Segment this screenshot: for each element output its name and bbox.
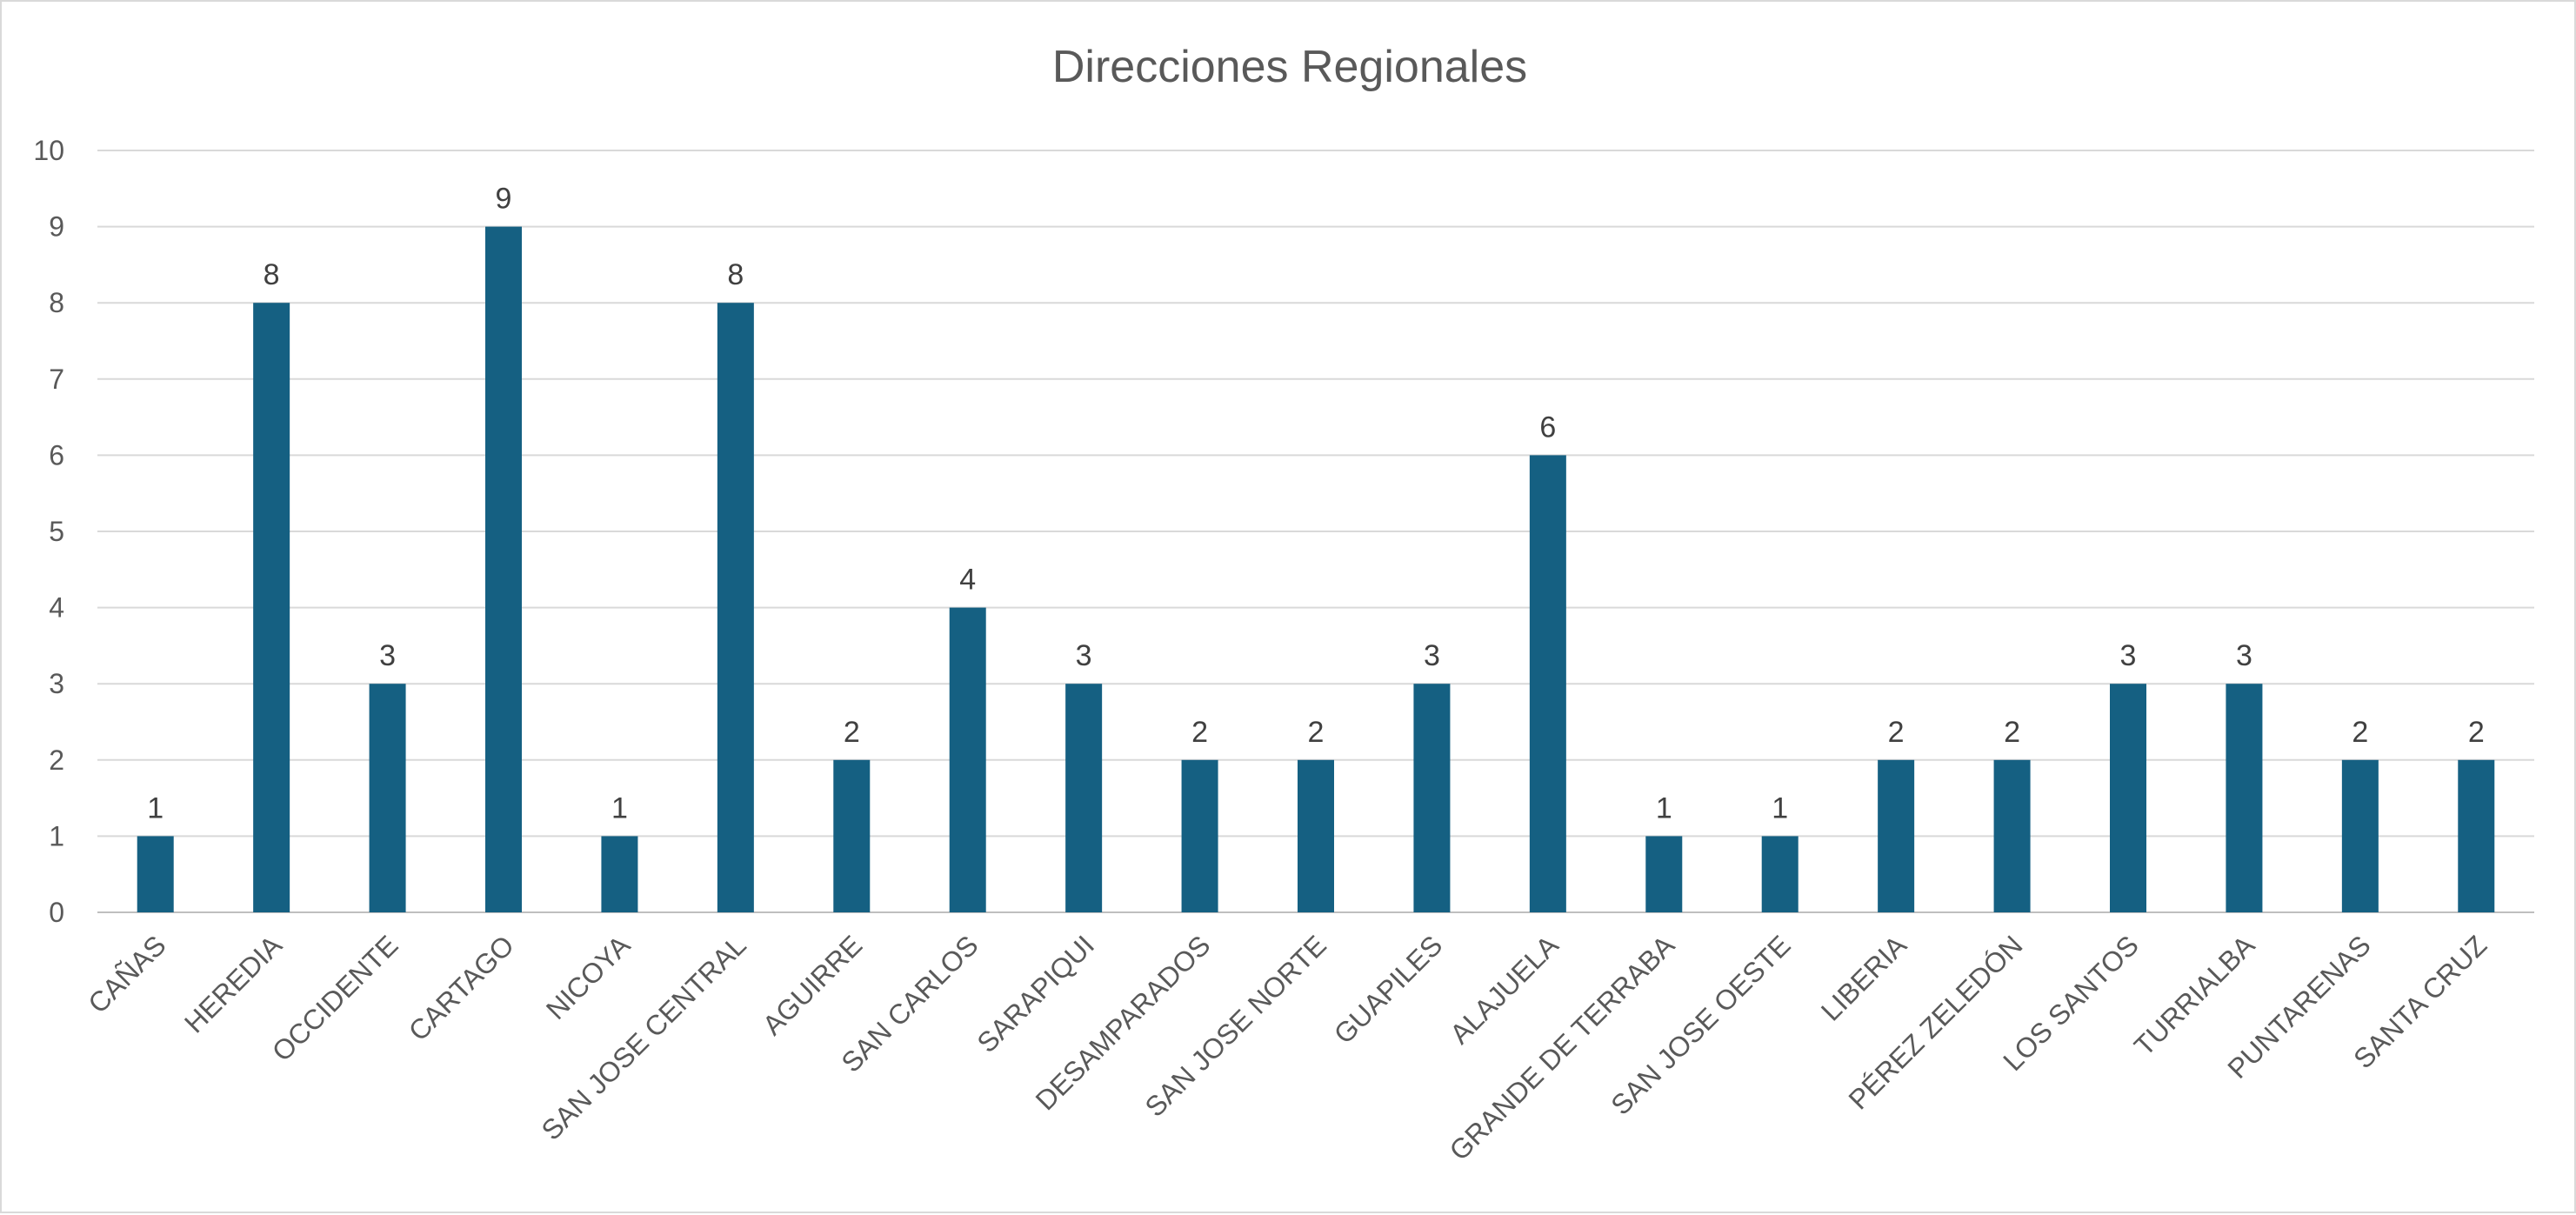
bar — [833, 759, 871, 912]
data-label: 3 — [1424, 639, 1440, 672]
x-tick-label: AGUIRRE — [757, 929, 869, 1041]
data-label: 2 — [844, 716, 860, 749]
data-label: 1 — [1656, 791, 1672, 824]
bar — [1065, 684, 1103, 912]
bar — [1645, 836, 1683, 912]
bar — [2341, 759, 2379, 912]
y-tick-label: 6 — [49, 439, 64, 471]
bar — [2110, 684, 2146, 912]
x-tick-label: GRANDE DE TERRABA — [1444, 929, 1681, 1166]
bar — [949, 607, 986, 912]
data-label: 8 — [727, 258, 744, 291]
data-label: 1 — [611, 791, 628, 824]
x-tick-label: CARTAGO — [403, 929, 520, 1046]
x-tick-label: ALAJUELA — [1444, 929, 1565, 1050]
x-tick-label: CAÑAS — [82, 929, 171, 1018]
data-label: 9 — [496, 183, 512, 216]
x-tick-label: GUAPILES — [1328, 929, 1449, 1050]
bar — [2458, 759, 2495, 912]
data-label: 2 — [1888, 716, 1905, 749]
bar — [485, 226, 522, 913]
data-label: 3 — [379, 639, 396, 672]
bar — [1761, 836, 1799, 912]
x-tick-label: OCCIDENTE — [266, 929, 404, 1067]
data-label: 2 — [1308, 716, 1325, 749]
bar — [717, 303, 754, 912]
bar — [2226, 684, 2263, 912]
data-label: 2 — [2352, 716, 2368, 749]
y-tick-label: 5 — [49, 516, 64, 547]
data-label: 2 — [2004, 716, 2020, 749]
data-label: 3 — [2236, 639, 2252, 672]
y-tick-label: 0 — [49, 897, 64, 928]
data-label: 2 — [1191, 716, 1208, 749]
x-tick-label: SAN JOSE CENTRAL — [536, 929, 752, 1145]
x-tick-label: LIBERIA — [1815, 929, 1913, 1027]
bar — [1181, 759, 1218, 912]
bar — [369, 684, 406, 912]
bar — [1878, 759, 1915, 912]
bar — [137, 836, 174, 912]
data-label: 3 — [1076, 639, 1092, 672]
data-label: 4 — [959, 564, 976, 597]
data-label: 3 — [2120, 639, 2137, 672]
bar — [601, 836, 638, 912]
bar — [1529, 455, 1566, 912]
y-tick-label: 1 — [49, 820, 64, 851]
data-label: 1 — [147, 791, 164, 824]
x-tick-label: HEREDIA — [178, 929, 289, 1039]
y-tick-label: 7 — [49, 364, 64, 395]
bar — [1993, 759, 2031, 912]
y-tick-label: 10 — [33, 135, 64, 166]
data-label: 2 — [2468, 716, 2485, 749]
y-tick-label: 2 — [49, 744, 64, 776]
y-axis-ticks: 0 1 2 3 4 5 6 7 8 9 10 — [33, 135, 64, 928]
x-tick-label: SARAPIQUI — [971, 929, 1100, 1058]
x-tick-label: NICOYA — [540, 929, 637, 1025]
chart-title: Direcciones Regionales — [1052, 42, 1527, 92]
bar — [1298, 759, 1334, 912]
bar — [1413, 684, 1451, 912]
data-labels: 1 8 3 9 1 8 2 4 3 2 2 3 6 1 1 2 2 3 3 2 2 — [147, 183, 2484, 825]
data-label: 8 — [264, 258, 280, 291]
y-tick-label: 9 — [49, 211, 64, 243]
data-label: 6 — [1539, 411, 1556, 444]
y-tick-label: 8 — [49, 287, 64, 318]
y-tick-label: 3 — [49, 668, 64, 699]
bar — [253, 303, 290, 912]
y-tick-label: 4 — [49, 592, 64, 624]
bars — [137, 226, 2495, 913]
data-label: 1 — [1772, 791, 1788, 824]
